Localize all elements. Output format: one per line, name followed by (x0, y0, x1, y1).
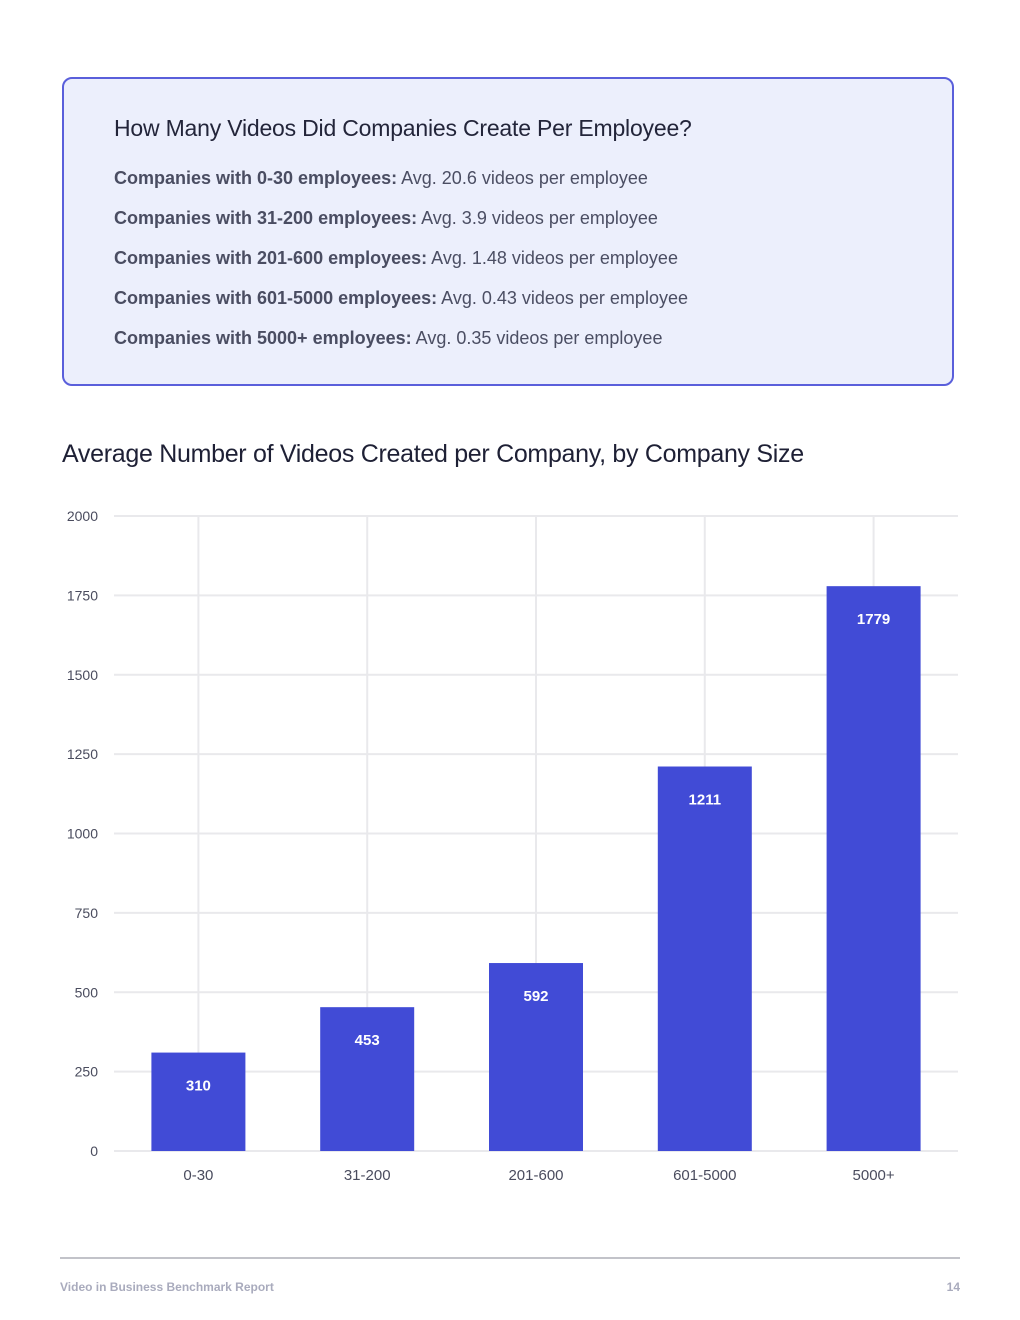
x-tick-label: 31-200 (344, 1167, 391, 1184)
y-tick-label: 0 (90, 1143, 98, 1159)
callout-title: How Many Videos Did Companies Create Per… (114, 115, 692, 141)
callout-line-label: Companies with 601-5000 employees: (114, 288, 438, 308)
y-tick-label: 500 (75, 984, 99, 1000)
bar-value-label: 1779 (857, 611, 890, 628)
x-tick-label: 201-600 (508, 1167, 563, 1184)
bar (320, 1007, 415, 1151)
y-tick-label: 250 (75, 1064, 99, 1080)
callout-line-label: Companies with 31-200 employees: (114, 208, 418, 228)
callout-line: Companies with 0-30 employees: Avg. 20.6… (114, 165, 688, 205)
bar (657, 766, 752, 1151)
callout-line: Companies with 5000+ employees: Avg. 0.3… (114, 325, 688, 365)
bar (826, 586, 921, 1151)
bar (489, 963, 583, 1151)
bar-value-label: 453 (355, 1032, 380, 1049)
y-tick-label: 2000 (67, 508, 98, 524)
bar-value-label: 592 (523, 988, 548, 1005)
footer-report-title: Video in Business Benchmark Report (60, 1280, 274, 1294)
callout-line: Companies with 201-600 employees: Avg. 1… (114, 245, 688, 285)
bar-chart: 0 250 500 750 1000 1250 1500 1750 2000 310 0-30 453… (67, 508, 958, 1184)
footer-page-number: 14 (946, 1280, 960, 1294)
y-tick-label: 1000 (67, 826, 98, 842)
callout-line-value: Avg. 3.9 videos per employee (417, 208, 658, 228)
x-tick-label: 5000+ (853, 1167, 895, 1184)
callout-line-value: Avg. 0.43 videos per employee (437, 288, 688, 308)
callout-line-value: Avg. 0.35 videos per employee (411, 328, 663, 348)
callout-line: Companies with 31-200 employees: Avg. 3.… (114, 205, 688, 245)
callout-line-label: Companies with 0-30 employees: (114, 168, 398, 188)
callout-list: Companies with 0-30 employees: Avg. 20.6… (114, 165, 688, 365)
callout-line-value: Avg. 1.48 videos per employee (427, 248, 678, 268)
x-tick-label: 601-5000 (673, 1167, 736, 1184)
callout-line: Companies with 601-5000 employees: Avg. … (114, 285, 688, 325)
footer-divider (60, 1257, 960, 1259)
summary-callout: How Many Videos Did Companies Create Per… (62, 77, 954, 386)
callout-line-value: Avg. 20.6 videos per employee (397, 168, 648, 188)
bar-value-label: 310 (186, 1078, 211, 1095)
y-tick-label: 1500 (67, 667, 98, 683)
bar (151, 1052, 246, 1151)
bar-value-label: 1211 (689, 792, 722, 809)
x-tick-label: 0-30 (183, 1167, 213, 1184)
y-tick-label: 1250 (67, 746, 98, 762)
callout-line-label: Companies with 5000+ employees: (114, 328, 412, 348)
callout-line-label: Companies with 201-600 employees: (114, 248, 428, 268)
y-tick-label: 750 (75, 905, 99, 921)
y-tick-label: 1750 (67, 587, 98, 603)
chart-title: Average Number of Videos Created per Com… (62, 440, 804, 468)
